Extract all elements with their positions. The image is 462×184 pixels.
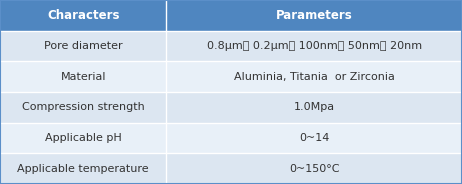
Text: 0~14: 0~14 [299,133,329,143]
Text: Applicable pH: Applicable pH [45,133,122,143]
Bar [166,61,462,92]
Text: Material: Material [61,72,106,82]
Bar [166,0,462,31]
Bar [0,61,166,92]
Bar [0,31,166,61]
Bar [0,153,166,184]
Text: Applicable temperature: Applicable temperature [18,164,149,174]
Text: Characters: Characters [47,9,119,22]
Text: 0~150°C: 0~150°C [289,164,340,174]
Bar [0,123,166,153]
Text: Aluminia, Titania  or Zirconia: Aluminia, Titania or Zirconia [234,72,395,82]
Text: Compression strength: Compression strength [22,102,145,112]
Bar [166,92,462,123]
Text: Pore diameter: Pore diameter [44,41,122,51]
Bar [166,153,462,184]
Text: Parameters: Parameters [276,9,353,22]
Text: 0.8μm、 0.2μm、 100nm、 50nm、 20nm: 0.8μm、 0.2μm、 100nm、 50nm、 20nm [207,41,422,51]
Bar [166,31,462,61]
Bar [0,0,166,31]
Bar [0,92,166,123]
Bar [166,123,462,153]
Text: 1.0Mpa: 1.0Mpa [293,102,335,112]
